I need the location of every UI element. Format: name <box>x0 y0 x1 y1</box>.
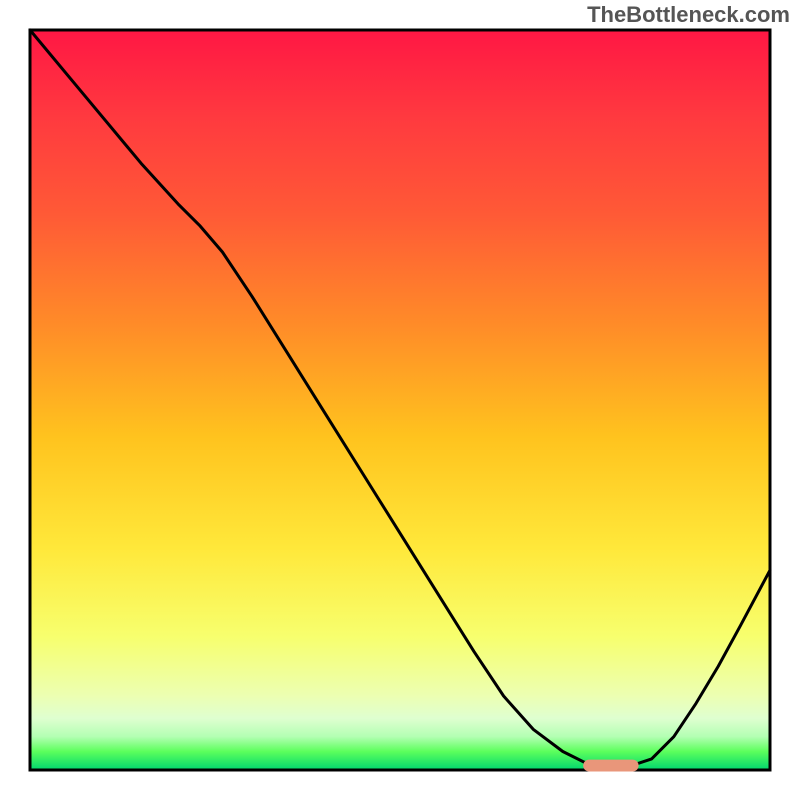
chart-container: TheBottleneck.com <box>0 0 800 800</box>
watermark-text: TheBottleneck.com <box>587 2 790 28</box>
plot-background <box>30 30 770 770</box>
optimal-marker <box>583 760 639 772</box>
bottleneck-chart <box>0 0 800 800</box>
